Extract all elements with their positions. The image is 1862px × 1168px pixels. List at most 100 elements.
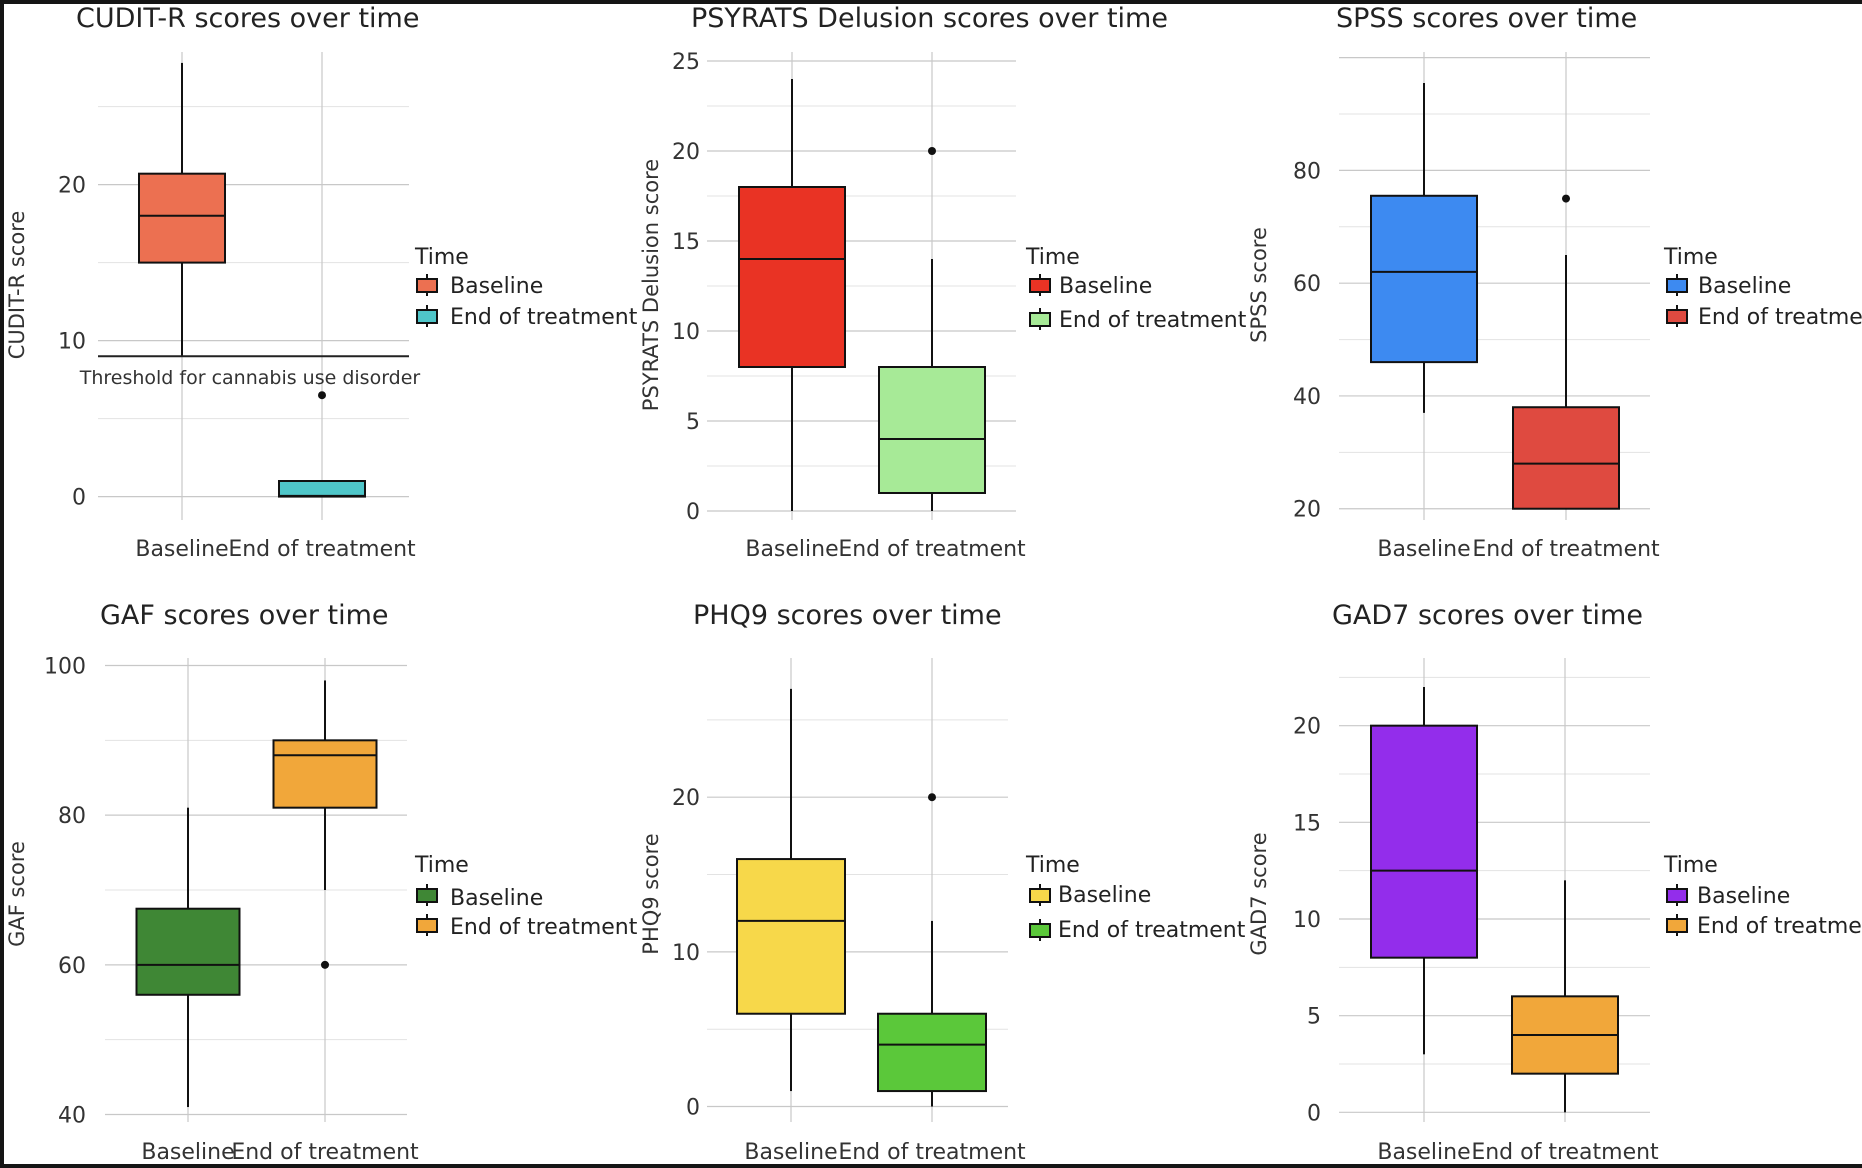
y-axis-label: CUDIT-R score: [5, 211, 29, 360]
box-iqr: [272, 739, 378, 809]
plot-area: 40 60 80 100: [44, 654, 407, 1129]
box-iqr: [736, 858, 846, 1015]
legend-key: [416, 888, 438, 903]
legend-label: Baseline: [1698, 274, 1791, 299]
panel-cudit-r: CUDIT-R scores over time CUDIT-R score 0…: [5, 3, 638, 562]
box-baseline: [736, 688, 846, 1092]
legend-label: Baseline: [1697, 884, 1790, 909]
frame-edge-top: [0, 0, 1862, 4]
legend-item-baseline: Baseline: [1666, 884, 1790, 909]
legend: Time Baseline End of treatment: [414, 853, 638, 940]
y-axis-label: PHQ9 score: [639, 833, 663, 954]
x-tick-label-baseline: Baseline: [745, 537, 838, 562]
legend-label: End of treatment: [450, 915, 638, 940]
y-tick-label: 10: [672, 941, 700, 966]
plot-area: 0 10 20: [58, 52, 409, 520]
y-tick-label: 20: [672, 786, 700, 811]
box-iqr: [135, 907, 241, 996]
x-tick-label-end-of-treatment: End of treatment: [838, 1140, 1026, 1165]
x-tick-label-baseline: Baseline: [141, 1140, 234, 1165]
x-tick-label-end-of-treatment: End of treatment: [1471, 1140, 1659, 1165]
y-tick-label: 5: [1307, 1005, 1321, 1030]
panel-phq9: PHQ9 scores over time PHQ9 score 0 10 20 B…: [639, 600, 1246, 1165]
legend-item-baseline: Baseline: [1666, 274, 1791, 299]
y-tick-label: 15: [1293, 811, 1321, 836]
legend-key: [1029, 312, 1051, 327]
y-tick-label: 60: [1293, 272, 1321, 297]
y-tick-label: 40: [1293, 385, 1321, 410]
box-end-of-treatment: [878, 147, 986, 511]
box-end-of-treatment: [278, 391, 366, 498]
panel-title: PHQ9 scores over time: [693, 600, 1002, 631]
box-iqr: [278, 480, 366, 498]
x-tick-label-baseline: Baseline: [744, 1140, 837, 1165]
plot-area: 0 10 20: [672, 658, 1008, 1122]
y-tick-label: 40: [58, 1104, 86, 1129]
panel-psyrats-delusion: PSYRATS Delusion scores over time PSYRAT…: [639, 3, 1247, 562]
legend-key: [1029, 278, 1051, 293]
y-tick-label: 20: [672, 140, 700, 165]
box-baseline: [1370, 687, 1478, 1055]
box-end-of-treatment: [272, 680, 378, 969]
legend-item-baseline: Baseline: [416, 884, 543, 911]
y-tick-label: 15: [672, 230, 700, 255]
legend-title: Time: [414, 853, 469, 878]
legend-item-baseline: Baseline: [416, 274, 543, 299]
legend-label: End of treatment: [450, 305, 638, 330]
box-baseline: [738, 79, 846, 511]
plot-area: 0 5 10 15 20: [1293, 658, 1650, 1126]
outlier-point: [928, 147, 936, 155]
legend-key: [1666, 888, 1688, 903]
legend-item-end-of-treatment: End of treatment: [416, 914, 638, 940]
legend-key: [416, 278, 438, 293]
y-tick-label: 0: [686, 1096, 700, 1121]
panel-title: CUDIT-R scores over time: [76, 3, 419, 34]
y-tick-label: 10: [1293, 908, 1321, 933]
box-baseline: [135, 807, 241, 1108]
y-tick-label: 0: [72, 486, 86, 511]
y-axis-label: PSYRATS Delusion score: [639, 159, 663, 411]
x-tick-label-end-of-treatment: End of treatment: [231, 1140, 419, 1165]
y-tick-label: 20: [1293, 715, 1321, 740]
panel-gaf: GAF scores over time GAF score 40 60 80 100…: [5, 600, 638, 1165]
outlier-point: [928, 793, 936, 802]
x-tick-label-end-of-treatment: End of treatment: [838, 537, 1026, 562]
legend-key: [1666, 309, 1688, 324]
legend-key: [1666, 278, 1688, 293]
box-iqr: [1370, 724, 1478, 959]
panel-title: GAF scores over time: [100, 600, 389, 631]
panel-spss: SPSS scores over time SPSS score 20 40 60 8…: [1247, 3, 1862, 562]
y-axis-label: GAF score: [5, 841, 29, 947]
plot-area: 0 5 10 15 20 25: [672, 50, 1016, 525]
legend-item-baseline: Baseline: [1029, 274, 1152, 299]
legend-label: Baseline: [450, 886, 543, 911]
y-tick-label: 5: [686, 410, 700, 435]
legend-item-baseline: Baseline: [1029, 883, 1151, 908]
frame-edge-bottom: [0, 1164, 1862, 1168]
y-tick-label: 20: [1293, 498, 1321, 523]
y-tick-label: 25: [672, 50, 700, 75]
panel-gad7: GAD7 scores over time GAD7 score 0 5 10 15 2…: [1247, 600, 1862, 1165]
legend-item-end-of-treatment: End of treatment: [1666, 305, 1862, 330]
y-tick-label: 60: [58, 954, 86, 979]
panel-title: SPSS scores over time: [1336, 3, 1637, 34]
legend-key: [1666, 918, 1688, 933]
box-end-of-treatment: [1512, 194, 1620, 510]
box-iqr: [1370, 194, 1478, 364]
legend-title: Time: [1025, 853, 1080, 878]
legend-label: Baseline: [450, 274, 543, 299]
y-tick-label: 80: [58, 804, 86, 829]
legend-label: End of treatment: [1697, 914, 1862, 939]
y-axis-label: SPSS score: [1247, 227, 1271, 343]
legend-key: [1029, 888, 1051, 903]
legend-title: Time: [1663, 853, 1718, 878]
legend: Time Baseline End of treatment: [414, 245, 638, 330]
outlier-point: [1562, 194, 1570, 203]
y-axis-label: GAD7 score: [1247, 832, 1271, 955]
legend-key: [416, 918, 438, 933]
box-iqr: [138, 172, 226, 264]
box-baseline: [1370, 83, 1478, 413]
x-tick-label-baseline: Baseline: [1377, 537, 1470, 562]
legend: Time Baseline End of treatment: [1663, 853, 1862, 939]
